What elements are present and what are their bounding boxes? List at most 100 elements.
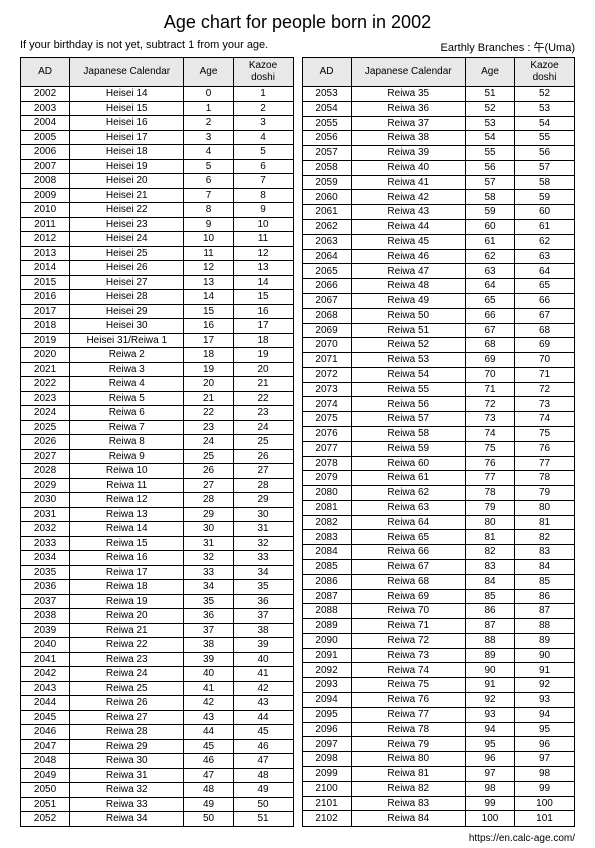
table-cell: Reiwa 21 bbox=[70, 623, 184, 638]
table-row: 2020Reiwa 21819 bbox=[21, 348, 294, 363]
table-cell: 2032 bbox=[21, 522, 70, 537]
table-cell: 2064 bbox=[302, 249, 351, 264]
table-cell: 2045 bbox=[21, 710, 70, 725]
table-cell: 2092 bbox=[302, 663, 351, 678]
table-cell: 83 bbox=[515, 545, 575, 560]
table-row: 2011Heisei 23910 bbox=[21, 217, 294, 232]
table-row: 2016Heisei 281415 bbox=[21, 290, 294, 305]
table-row: 2043Reiwa 254142 bbox=[21, 681, 294, 696]
table-cell: 2101 bbox=[302, 796, 351, 811]
table-cell: 2049 bbox=[21, 768, 70, 783]
table-row: 2056Reiwa 385455 bbox=[302, 131, 575, 146]
table-cell: 2022 bbox=[21, 377, 70, 392]
table-cell: 13 bbox=[233, 261, 293, 276]
table-cell: Reiwa 24 bbox=[70, 667, 184, 682]
table-cell: Reiwa 55 bbox=[351, 382, 465, 397]
table-head: AD Japanese Calendar Age Kazoe doshi bbox=[21, 58, 294, 87]
table-cell: 69 bbox=[515, 338, 575, 353]
table-row: 2019Heisei 31/Reiwa 11718 bbox=[21, 333, 294, 348]
table-cell: 2024 bbox=[21, 406, 70, 421]
table-cell: 2004 bbox=[21, 116, 70, 131]
table-row: 2054Reiwa 365253 bbox=[302, 101, 575, 116]
table-cell: 2061 bbox=[302, 205, 351, 220]
table-cell: Reiwa 23 bbox=[70, 652, 184, 667]
table-row: 2082Reiwa 648081 bbox=[302, 515, 575, 530]
table-cell: 2053 bbox=[302, 87, 351, 102]
table-cell: 61 bbox=[465, 234, 514, 249]
table-cell: Reiwa 84 bbox=[351, 811, 465, 826]
table-row: 2068Reiwa 506667 bbox=[302, 308, 575, 323]
table-cell: 2056 bbox=[302, 131, 351, 146]
table-cell: Heisei 23 bbox=[70, 217, 184, 232]
table-cell: Reiwa 34 bbox=[70, 812, 184, 827]
table-row: 2021Reiwa 31920 bbox=[21, 362, 294, 377]
table-cell: 20 bbox=[233, 362, 293, 377]
table-cell: 59 bbox=[465, 205, 514, 220]
table-cell: Reiwa 33 bbox=[70, 797, 184, 812]
table-cell: 64 bbox=[515, 264, 575, 279]
table-cell: 2097 bbox=[302, 737, 351, 752]
table-cell: 2072 bbox=[302, 367, 351, 382]
table-row: 2088Reiwa 708687 bbox=[302, 604, 575, 619]
table-cell: 54 bbox=[465, 131, 514, 146]
table-cell: 91 bbox=[465, 678, 514, 693]
table-cell: 2034 bbox=[21, 551, 70, 566]
table-row: 2027Reiwa 92526 bbox=[21, 449, 294, 464]
table-cell: Reiwa 4 bbox=[70, 377, 184, 392]
table-cell: 6 bbox=[233, 159, 293, 174]
table-row: 2013Heisei 251112 bbox=[21, 246, 294, 261]
table-cell: 97 bbox=[465, 766, 514, 781]
table-cell: 2020 bbox=[21, 348, 70, 363]
table-row: 2089Reiwa 718788 bbox=[302, 619, 575, 634]
table-cell: 2069 bbox=[302, 323, 351, 338]
table-cell: 12 bbox=[233, 246, 293, 261]
table-cell: 47 bbox=[184, 768, 233, 783]
table-cell: 89 bbox=[465, 648, 514, 663]
table-cell: 86 bbox=[515, 589, 575, 604]
table-cell: 73 bbox=[515, 397, 575, 412]
table-cell: 62 bbox=[465, 249, 514, 264]
table-cell: Reiwa 10 bbox=[70, 464, 184, 479]
table-row: 2090Reiwa 728889 bbox=[302, 633, 575, 648]
table-cell: 11 bbox=[233, 232, 293, 247]
table-cell: Reiwa 79 bbox=[351, 737, 465, 752]
table-row: 2060Reiwa 425859 bbox=[302, 190, 575, 205]
table-cell: 5 bbox=[184, 159, 233, 174]
table-row: 2062Reiwa 446061 bbox=[302, 220, 575, 235]
table-cell: Reiwa 2 bbox=[70, 348, 184, 363]
table-cell: Heisei 15 bbox=[70, 101, 184, 116]
table-cell: 90 bbox=[465, 663, 514, 678]
table-cell: 2060 bbox=[302, 190, 351, 205]
table-row: 2096Reiwa 789495 bbox=[302, 722, 575, 737]
table-cell: 98 bbox=[515, 766, 575, 781]
table-row: 2101Reiwa 8399100 bbox=[302, 796, 575, 811]
table-cell: Reiwa 75 bbox=[351, 678, 465, 693]
col-kazoe: Kazoe doshi bbox=[233, 58, 293, 87]
table-cell: 2005 bbox=[21, 130, 70, 145]
table-row: 2025Reiwa 72324 bbox=[21, 420, 294, 435]
table-row: 2061Reiwa 435960 bbox=[302, 205, 575, 220]
table-row: 2007Heisei 1956 bbox=[21, 159, 294, 174]
table-row: 2098Reiwa 809697 bbox=[302, 752, 575, 767]
table-cell: Heisei 14 bbox=[70, 87, 184, 102]
table-cell: 32 bbox=[184, 551, 233, 566]
table-row: 2049Reiwa 314748 bbox=[21, 768, 294, 783]
col-age: Age bbox=[184, 58, 233, 87]
table-row: 2093Reiwa 759192 bbox=[302, 678, 575, 693]
table-row: 2058Reiwa 405657 bbox=[302, 160, 575, 175]
table-cell: 2048 bbox=[21, 754, 70, 769]
table-cell: 54 bbox=[515, 116, 575, 131]
table-cell: Reiwa 81 bbox=[351, 766, 465, 781]
table-cell: Reiwa 58 bbox=[351, 426, 465, 441]
table-cell: 50 bbox=[184, 812, 233, 827]
table-cell: Reiwa 39 bbox=[351, 146, 465, 161]
table-cell: 37 bbox=[184, 623, 233, 638]
table-cell: 2052 bbox=[21, 812, 70, 827]
table-cell: 77 bbox=[465, 471, 514, 486]
table-cell: 90 bbox=[515, 648, 575, 663]
table-cell: Reiwa 38 bbox=[351, 131, 465, 146]
table-cell: 43 bbox=[233, 696, 293, 711]
table-row: 2023Reiwa 52122 bbox=[21, 391, 294, 406]
table-row: 2005Heisei 1734 bbox=[21, 130, 294, 145]
table-cell: 2003 bbox=[21, 101, 70, 116]
